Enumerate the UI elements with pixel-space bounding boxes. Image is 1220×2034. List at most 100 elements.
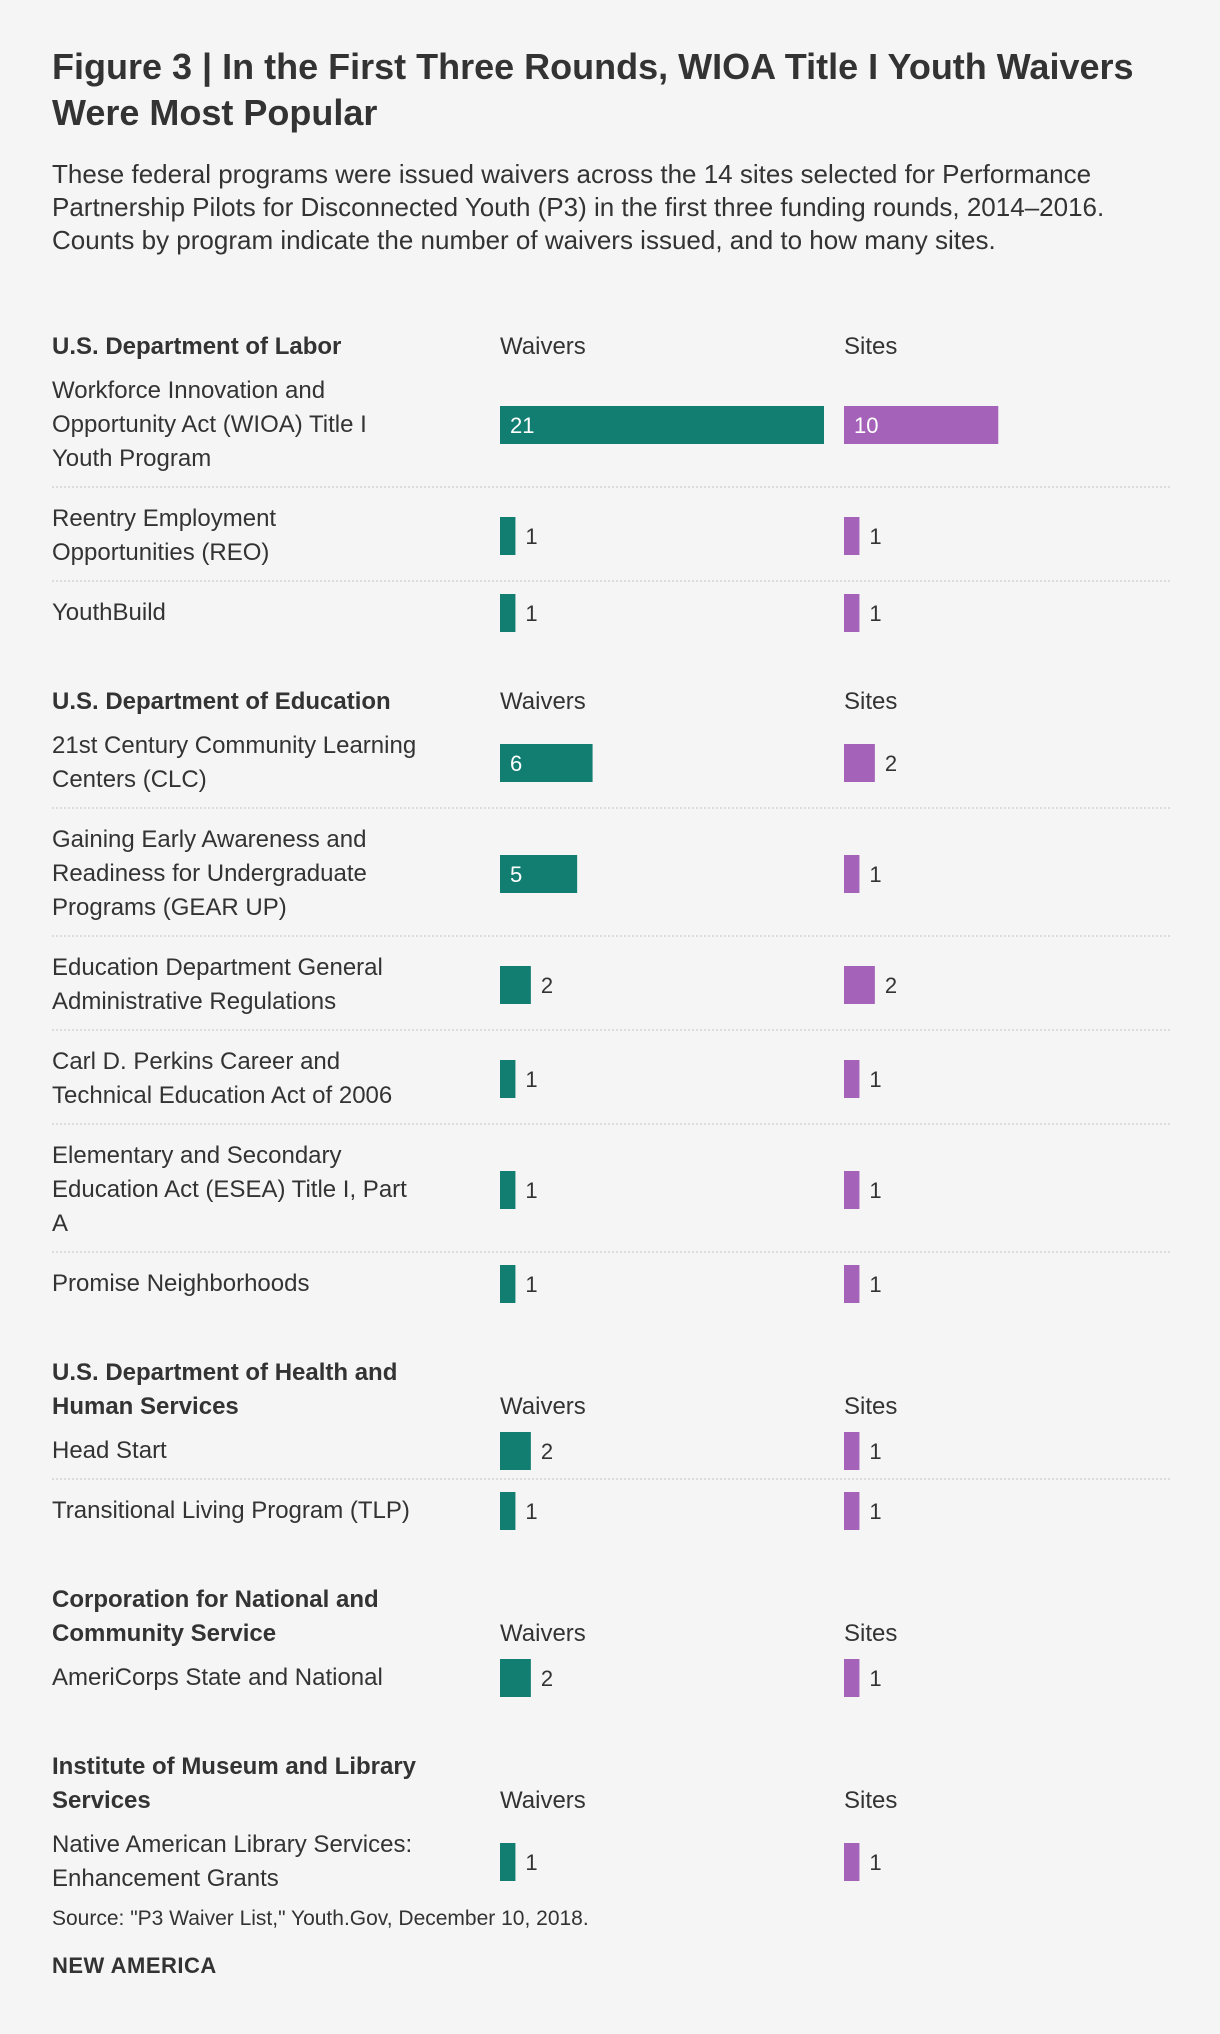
figure-title: Figure 3 | In the First Three Rounds, WI… bbox=[52, 46, 1134, 133]
sites-column-header: Sites bbox=[844, 1393, 897, 1420]
waivers-bar bbox=[500, 1843, 516, 1881]
waivers-column-header: Waivers bbox=[500, 1787, 586, 1814]
sites-value-label: 1 bbox=[869, 524, 881, 549]
group-title: U.S. Department of Labor bbox=[52, 333, 341, 360]
waivers-value-label: 2 bbox=[541, 973, 553, 998]
sites-value-label: 2 bbox=[885, 973, 897, 998]
group-title: U.S. Department of Health and bbox=[52, 1359, 397, 1386]
waivers-column-header: Waivers bbox=[500, 333, 586, 360]
waivers-column-header: Waivers bbox=[500, 688, 586, 715]
waivers-value-label: 2 bbox=[541, 1666, 553, 1691]
program-label: Administrative Regulations bbox=[52, 988, 336, 1015]
program-label: Programs (GEAR UP) bbox=[52, 894, 287, 921]
brand-logo-text: NEW AMERICA bbox=[52, 1953, 217, 1978]
sites-bar bbox=[844, 517, 860, 555]
waivers-value-label: 1 bbox=[525, 1178, 537, 1203]
program-label: 21st Century Community Learning bbox=[52, 732, 416, 759]
group-title: Corporation for National and bbox=[52, 1586, 379, 1613]
sites-bar bbox=[844, 1843, 860, 1881]
program-label: Technical Education Act of 2006 bbox=[52, 1082, 392, 1109]
waivers-bar bbox=[500, 744, 593, 782]
source-note: Source: "P3 Waiver List," Youth.Gov, Dec… bbox=[52, 1907, 589, 1930]
sites-value-label: 1 bbox=[869, 1439, 881, 1464]
waivers-value-label: 1 bbox=[525, 601, 537, 626]
sites-value-label: 1 bbox=[869, 1178, 881, 1203]
waivers-bar bbox=[500, 1659, 531, 1697]
waivers-column-header: Waivers bbox=[500, 1620, 586, 1647]
sites-column-header: Sites bbox=[844, 1620, 897, 1647]
group-title: Human Services bbox=[52, 1393, 239, 1420]
sites-value-label: 1 bbox=[869, 1850, 881, 1875]
waivers-bar bbox=[500, 1265, 516, 1303]
waivers-value-label: 21 bbox=[510, 413, 534, 438]
waivers-value-label: 1 bbox=[525, 524, 537, 549]
group-title: Institute of Museum and Library bbox=[52, 1753, 417, 1780]
waivers-bar bbox=[500, 966, 531, 1004]
sites-bar bbox=[844, 1659, 860, 1697]
sites-bar bbox=[844, 406, 999, 444]
program-label: Gaining Early Awareness and bbox=[52, 826, 366, 853]
program-label: Elementary and Secondary bbox=[52, 1142, 342, 1169]
waivers-value-label: 1 bbox=[525, 1850, 537, 1875]
sites-column-header: Sites bbox=[844, 333, 897, 360]
sites-bar bbox=[844, 1265, 860, 1303]
waivers-bar bbox=[500, 1432, 531, 1470]
waivers-bar bbox=[500, 1171, 516, 1209]
sites-bar bbox=[844, 966, 875, 1004]
sites-value-label: 1 bbox=[869, 601, 881, 626]
sites-bar bbox=[844, 744, 875, 782]
program-label: Readiness for Undergraduate bbox=[52, 860, 367, 887]
waivers-value-label: 1 bbox=[525, 1067, 537, 1092]
sites-column-header: Sites bbox=[844, 688, 897, 715]
program-label: Opportunity Act (WIOA) Title I bbox=[52, 411, 367, 438]
waivers-bar bbox=[500, 1492, 516, 1530]
group-title: Community Service bbox=[52, 1620, 276, 1647]
waivers-value-label: 2 bbox=[541, 1439, 553, 1464]
sites-value-label: 2 bbox=[885, 751, 897, 776]
program-label: Carl D. Perkins Career and bbox=[52, 1048, 340, 1075]
sites-bar bbox=[844, 594, 860, 632]
program-label: AmeriCorps State and National bbox=[52, 1664, 383, 1691]
sites-value-label: 1 bbox=[869, 1499, 881, 1524]
program-label: Reentry Employment bbox=[52, 505, 276, 532]
program-label: Transitional Living Program (TLP) bbox=[52, 1497, 410, 1524]
waivers-bar bbox=[500, 855, 578, 893]
sites-value-label: 1 bbox=[869, 1067, 881, 1092]
group-title: Services bbox=[52, 1787, 151, 1814]
waivers-bar bbox=[500, 517, 516, 555]
waivers-column-header: Waivers bbox=[500, 1393, 586, 1420]
waivers-value-label: 1 bbox=[525, 1499, 537, 1524]
program-label: Enhancement Grants bbox=[52, 1865, 279, 1892]
sites-column-header: Sites bbox=[844, 1787, 897, 1814]
sites-bar bbox=[844, 1492, 860, 1530]
sites-value-label: 1 bbox=[869, 1272, 881, 1297]
sites-value-label: 1 bbox=[869, 1666, 881, 1691]
sites-value-label: 1 bbox=[869, 862, 881, 887]
sites-bar bbox=[844, 1171, 860, 1209]
program-label: Education Act (ESEA) Title I, Part bbox=[52, 1176, 407, 1203]
waivers-value-label: 1 bbox=[525, 1272, 537, 1297]
program-label: Head Start bbox=[52, 1437, 167, 1464]
program-label: Promise Neighborhoods bbox=[52, 1270, 309, 1297]
program-label: Native American Library Services: bbox=[52, 1831, 412, 1858]
program-label: Workforce Innovation and bbox=[52, 377, 325, 404]
waivers-value-label: 6 bbox=[510, 751, 522, 776]
program-label: Centers (CLC) bbox=[52, 766, 207, 793]
waivers-bar bbox=[500, 406, 824, 444]
waivers-bar bbox=[500, 1060, 516, 1098]
group-title: U.S. Department of Education bbox=[52, 688, 391, 715]
sites-bar bbox=[844, 1060, 860, 1098]
sites-value-label: 10 bbox=[854, 413, 878, 438]
program-label: Youth Program bbox=[52, 445, 211, 472]
program-label: Education Department General bbox=[52, 954, 383, 981]
sites-bar bbox=[844, 855, 860, 893]
program-label: Opportunities (REO) bbox=[52, 539, 269, 566]
sites-bar bbox=[844, 1432, 860, 1470]
program-label: A bbox=[52, 1210, 68, 1237]
waivers-bar bbox=[500, 594, 516, 632]
program-label: YouthBuild bbox=[52, 599, 166, 626]
figure-subtitle: These federal programs were issued waive… bbox=[52, 159, 1105, 255]
waivers-value-label: 5 bbox=[510, 862, 522, 887]
